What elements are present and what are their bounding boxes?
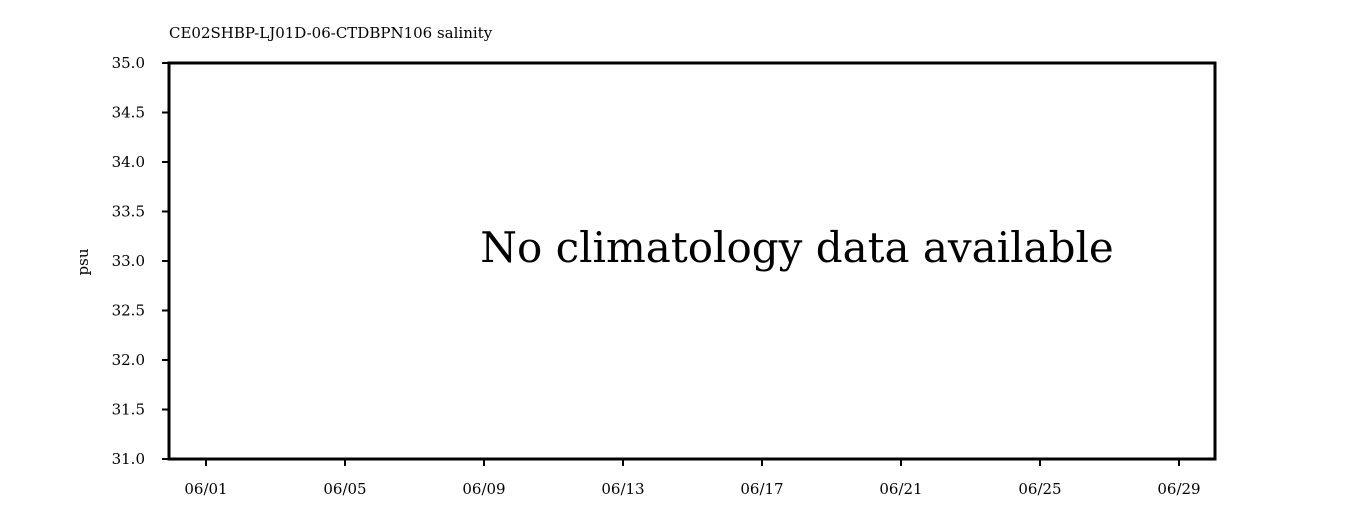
x-tick-label: 06/01 — [184, 480, 227, 498]
y-axis: 31.0 31.5 32.0 32.5 33.0 33.5 34.0 34.5 35.0 — [112, 54, 169, 468]
y-tick-label: 31.5 — [112, 401, 145, 419]
x-tick-label: 06/21 — [879, 480, 922, 498]
x-tick-label: 06/17 — [740, 480, 783, 498]
y-tick-label: 31.0 — [112, 450, 145, 468]
y-tick-label: 32.0 — [112, 351, 145, 369]
no-data-message: No climatology data available — [480, 223, 1114, 272]
x-tick-label: 06/05 — [323, 480, 366, 498]
x-tick-label: 06/13 — [601, 480, 644, 498]
y-tick-label: 34.0 — [112, 153, 145, 171]
plot-area-frame — [167, 61, 1217, 461]
y-tick-label: 32.5 — [112, 302, 145, 320]
chart-title: CE02SHBP-LJ01D-06-CTDBPN106 salinity — [169, 24, 493, 42]
x-tick-label: 06/25 — [1018, 480, 1061, 498]
y-tick-label: 35.0 — [112, 54, 145, 72]
x-tick-label: 06/09 — [462, 480, 505, 498]
y-tick-label: 33.0 — [112, 252, 145, 270]
x-tick-label: 06/29 — [1157, 480, 1200, 498]
y-tick-label: 34.5 — [112, 104, 145, 122]
y-axis-label: psu — [74, 248, 92, 275]
x-axis: 06/01 06/05 06/09 06/13 06/17 06/21 06/25 06/29 — [184, 459, 1201, 498]
y-tick-label: 33.5 — [112, 203, 145, 221]
